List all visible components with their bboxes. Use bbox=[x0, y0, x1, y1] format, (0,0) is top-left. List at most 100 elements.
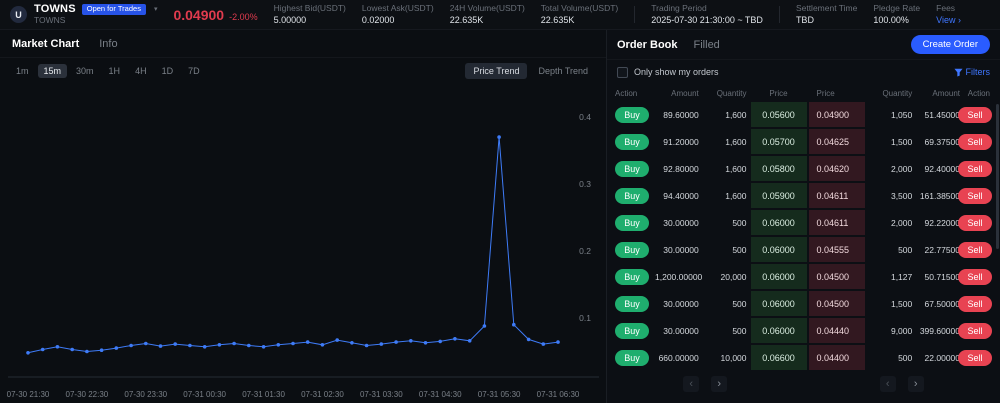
price-chart-area: 0.40.30.20.1 bbox=[0, 84, 607, 387]
buy-quantity: 10,000 bbox=[703, 353, 747, 363]
tab-info[interactable]: Info bbox=[99, 38, 117, 50]
stat-label: Settlement Time bbox=[796, 3, 857, 14]
sell-amount: 67.50000 bbox=[916, 299, 960, 309]
buy-button[interactable]: Buy bbox=[615, 107, 649, 123]
sell-quantity: 9,000 bbox=[869, 326, 913, 336]
sell-amount: 22.00000 bbox=[916, 353, 960, 363]
sell-side: 0.045001,50067.50000Sell bbox=[809, 291, 1000, 316]
filters-button[interactable]: Filters bbox=[954, 67, 991, 77]
buy-button[interactable]: Buy bbox=[615, 188, 649, 204]
sell-button[interactable]: Sell bbox=[958, 161, 992, 177]
timeframe-30m[interactable]: 30m bbox=[70, 64, 100, 78]
sell-quantity: 1,500 bbox=[869, 299, 913, 309]
sell-button[interactable]: Sell bbox=[958, 296, 992, 312]
timeframe-4h[interactable]: 4H bbox=[129, 64, 153, 78]
buy-price: 0.05900 bbox=[751, 183, 807, 208]
buy-button[interactable]: Buy bbox=[615, 323, 649, 339]
column-header: Quantity bbox=[869, 89, 913, 98]
depth-trend-button[interactable]: Depth Trend bbox=[530, 63, 596, 79]
chart-tab-bar: Market Chart Info bbox=[0, 30, 606, 58]
fees-view-link[interactable]: View › bbox=[936, 14, 961, 26]
sell-side: 0.049001,05051.45000Sell bbox=[809, 102, 1000, 127]
sell-side-pager: ‹ › bbox=[804, 374, 1000, 394]
buy-side: Buy30.000005000.06000 bbox=[607, 210, 807, 235]
buy-button[interactable]: Buy bbox=[615, 269, 649, 285]
only-my-orders-checkbox[interactable] bbox=[617, 67, 628, 78]
column-header: Amount bbox=[655, 89, 699, 98]
next-page-button[interactable]: › bbox=[711, 376, 727, 392]
sell-button[interactable]: Sell bbox=[958, 215, 992, 231]
buy-quantity: 500 bbox=[703, 326, 747, 336]
prev-page-button[interactable]: ‹ bbox=[880, 376, 896, 392]
timeframe-15m[interactable]: 15m bbox=[38, 64, 68, 78]
token-brand[interactable]: U TOWNS Open for Trades ▾ TOWNS bbox=[10, 3, 157, 25]
buy-quantity: 500 bbox=[703, 245, 747, 255]
chevron-down-icon[interactable]: ▾ bbox=[154, 6, 158, 14]
stat-lowest-ask: Lowest Ask(USDT) 0.02000 bbox=[362, 3, 434, 27]
buy-button[interactable]: Buy bbox=[615, 215, 649, 231]
sell-button[interactable]: Sell bbox=[958, 188, 992, 204]
sell-amount: 51.45000 bbox=[916, 110, 960, 120]
tab-filled[interactable]: Filled bbox=[694, 39, 720, 51]
buy-price: 0.05600 bbox=[751, 102, 807, 127]
buy-price: 0.05800 bbox=[751, 156, 807, 181]
stat-label: Pledge Rate bbox=[873, 3, 920, 14]
y-axis-tick: 0.2 bbox=[579, 246, 591, 256]
buy-side: Buy30.000005000.06000 bbox=[607, 318, 807, 343]
order-book-row: Buy1,200.0000020,0000.060000.045001,1275… bbox=[607, 264, 1000, 289]
sell-side: 0.046113,500161.38500Sell bbox=[809, 183, 1000, 208]
tab-market-chart[interactable]: Market Chart bbox=[12, 38, 79, 50]
tab-order-book[interactable]: Order Book bbox=[617, 39, 678, 51]
buy-button[interactable]: Buy bbox=[615, 296, 649, 312]
buy-quantity: 1,600 bbox=[703, 110, 747, 120]
buy-amount: 89.60000 bbox=[655, 110, 699, 120]
sell-amount: 69.37500 bbox=[916, 137, 960, 147]
buy-price: 0.06000 bbox=[751, 291, 807, 316]
y-axis-tick: 0.3 bbox=[579, 179, 591, 189]
sell-button[interactable]: Sell bbox=[958, 350, 992, 366]
sell-side: 0.046251,50069.37500Sell bbox=[809, 129, 1000, 154]
price-trend-button[interactable]: Price Trend bbox=[465, 63, 527, 79]
sell-button[interactable]: Sell bbox=[958, 107, 992, 123]
buy-button[interactable]: Buy bbox=[615, 242, 649, 258]
sell-price: 0.04611 bbox=[809, 183, 865, 208]
sell-button[interactable]: Sell bbox=[958, 242, 992, 258]
timeframe-1m[interactable]: 1m bbox=[10, 64, 35, 78]
timeframe-7d[interactable]: 7D bbox=[182, 64, 206, 78]
stat-trading-period: Trading Period 2025-07-30 21:30:00 ~ TBD bbox=[651, 3, 763, 27]
sell-price: 0.04611 bbox=[809, 210, 865, 235]
buy-button[interactable]: Buy bbox=[615, 134, 649, 150]
create-order-button[interactable]: Create Order bbox=[911, 35, 990, 54]
sell-amount: 22.77500 bbox=[916, 245, 960, 255]
buy-button[interactable]: Buy bbox=[615, 161, 649, 177]
sell-amount: 50.71500 bbox=[916, 272, 960, 282]
stat-value: 100.00% bbox=[873, 14, 920, 26]
stat-label: Highest Bid(USDT) bbox=[274, 3, 346, 14]
buy-price: 0.06000 bbox=[751, 237, 807, 262]
x-axis-tick: 07-30 23:30 bbox=[124, 390, 167, 399]
scrollbar-thumb[interactable] bbox=[996, 104, 999, 249]
next-page-button[interactable]: › bbox=[908, 376, 924, 392]
divider bbox=[779, 6, 780, 23]
buy-quantity: 500 bbox=[703, 218, 747, 228]
sell-quantity: 500 bbox=[869, 353, 913, 363]
status-badge: Open for Trades bbox=[82, 4, 146, 16]
buy-button[interactable]: Buy bbox=[615, 350, 649, 366]
order-book-pagination: ‹ › ‹ › bbox=[607, 374, 1000, 394]
sell-amount: 92.40000 bbox=[916, 164, 960, 174]
buy-amount: 91.20000 bbox=[655, 137, 699, 147]
filters-label: Filters bbox=[966, 67, 991, 77]
x-axis-tick: 07-31 04:30 bbox=[419, 390, 462, 399]
timeframe-1d[interactable]: 1D bbox=[156, 64, 180, 78]
buy-amount: 94.40000 bbox=[655, 191, 699, 201]
sell-button[interactable]: Sell bbox=[958, 269, 992, 285]
sell-amount: 161.38500 bbox=[916, 191, 960, 201]
prev-page-button[interactable]: ‹ bbox=[683, 376, 699, 392]
chart-x-axis: 07-30 21:3007-30 22:3007-30 23:3007-31 0… bbox=[0, 387, 606, 403]
sell-price: 0.04620 bbox=[809, 156, 865, 181]
sell-button[interactable]: Sell bbox=[958, 323, 992, 339]
timeframe-1h[interactable]: 1H bbox=[103, 64, 127, 78]
chevron-right-icon: › bbox=[958, 15, 961, 25]
sell-side: 0.0455550022.77500Sell bbox=[809, 237, 1000, 262]
sell-button[interactable]: Sell bbox=[958, 134, 992, 150]
